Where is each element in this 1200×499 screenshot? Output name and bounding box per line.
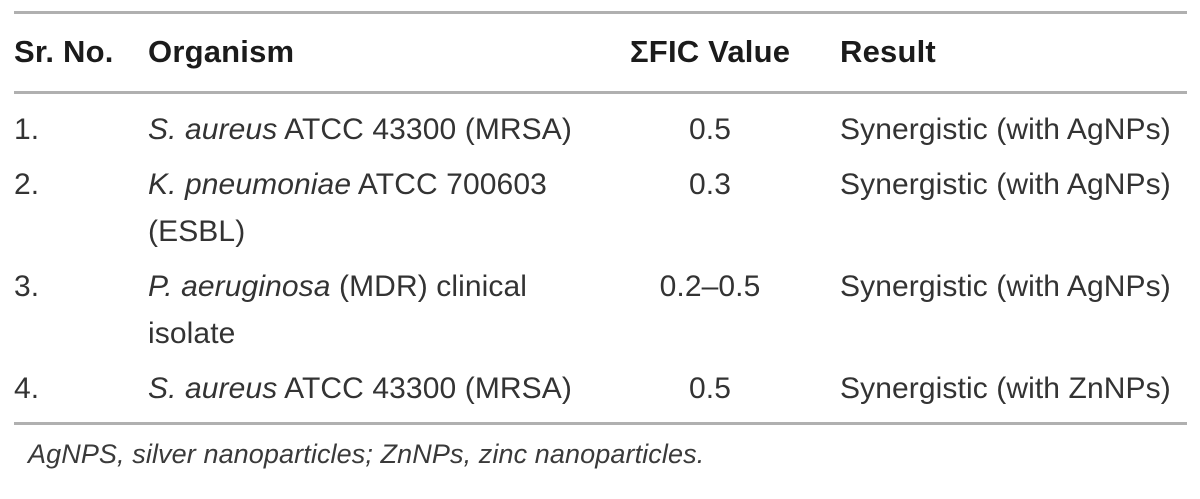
cell-fic-value: 0.3 <box>688 168 731 201</box>
cell-sr-no: 1. <box>14 113 40 146</box>
table-row: 1. S. aureus ATCC 43300 (MRSA) 0.5 Syner… <box>14 93 1187 162</box>
organism-strain-text: ATCC 700603 (ESBL) <box>148 168 547 248</box>
fic-table-container: Sr. No. Organism ΣFIC Value Result 1. S.… <box>14 11 1187 471</box>
column-header-organism: Organism <box>148 12 630 94</box>
organism-species-name: S. aureus <box>148 113 278 146</box>
cell-result: Synergistic (with AgNPs) <box>840 270 1171 303</box>
column-header-fic-value: ΣFIC Value <box>630 12 840 94</box>
organism-strain-text: ATCC 43300 (MRSA) <box>277 372 572 405</box>
header-row: Sr. No. Organism ΣFIC Value Result <box>14 12 1187 94</box>
table-footnote: AgNPS, silver nanoparticles; ZnNPs, zinc… <box>28 439 705 469</box>
cell-organism: P. aeruginosa (MDR) clinical isolate <box>148 263 630 365</box>
table-row: 4. S. aureus ATCC 43300 (MRSA) 0.5 Syner… <box>14 365 1187 424</box>
cell-fic-value: 0.2–0.5 <box>659 270 761 303</box>
cell-sr-no: 4. <box>14 372 40 405</box>
cell-result: Synergistic (with AgNPs) <box>840 168 1171 201</box>
table-body: 1. S. aureus ATCC 43300 (MRSA) 0.5 Syner… <box>14 93 1187 424</box>
cell-organism: S. aureus ATCC 43300 (MRSA) <box>148 365 630 424</box>
organism-species-name: K. pneumoniae <box>148 168 352 201</box>
column-header-sr-no: Sr. No. <box>14 12 148 94</box>
cell-sr-no: 2. <box>14 168 40 201</box>
fic-results-table: Sr. No. Organism ΣFIC Value Result 1. S.… <box>14 11 1187 425</box>
organism-strain-text: (MDR) clinical isolate <box>148 270 528 350</box>
column-header-result: Result <box>840 12 1187 94</box>
organism-species-name: P. aeruginosa <box>148 270 331 303</box>
cell-organism: K. pneumoniae ATCC 700603 (ESBL) <box>148 161 630 263</box>
cell-organism: S. aureus ATCC 43300 (MRSA) <box>148 93 630 162</box>
table-row: 3. P. aeruginosa (MDR) clinical isolate … <box>14 263 1187 365</box>
cell-result: Synergistic (with AgNPs) <box>840 113 1171 146</box>
cell-result: Synergistic (with ZnNPs) <box>840 372 1171 405</box>
organism-strain-text: ATCC 43300 (MRSA) <box>277 113 572 146</box>
cell-sr-no: 3. <box>14 270 40 303</box>
organism-species-name: S. aureus <box>148 372 278 405</box>
cell-fic-value: 0.5 <box>688 372 731 405</box>
table-header: Sr. No. Organism ΣFIC Value Result <box>14 12 1187 94</box>
cell-fic-value: 0.5 <box>688 113 731 146</box>
table-row: 2. K. pneumoniae ATCC 700603 (ESBL) 0.3 … <box>14 161 1187 263</box>
